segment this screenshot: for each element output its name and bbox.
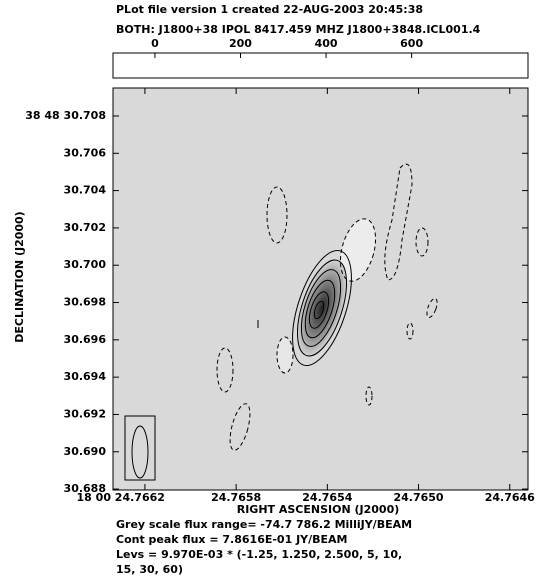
x-tick-label: 24.7646 [485,491,535,504]
y-tick-label: 30.694 [64,370,107,383]
y-tick-label: 30.700 [64,258,107,271]
y-tick-label: 30.688 [64,482,106,495]
y-tick-label: 30.692 [64,407,106,420]
colorbar [112,52,529,79]
footer-note: Grey scale flux range= -74.7 786.2 Milli… [116,518,412,531]
y-tick-label: 30.702 [64,221,106,234]
y-tick-label: 30.698 [64,296,106,309]
x-tick-label: 24.7654 [302,491,352,504]
y-tick-label: 30.696 [64,333,107,346]
x-tick-label: 24.7650 [393,491,443,504]
subtitle: BOTH: J1800+38 IPOL 8417.459 MHZ J1800+3… [116,23,481,36]
y-tick-label: 38 48 30.708 [25,109,106,122]
footer-note: 15, 30, 60) [116,563,183,576]
y-tick-label: 30.690 [64,445,107,458]
footer-note: Levs = 9.970E-03 * (-1.25, 1.250, 2.500,… [116,548,402,561]
colorbar-tick-label: 600 [400,37,423,50]
y-tick-label: 30.706 [64,146,107,159]
colorbar-tick-label: 400 [315,37,338,50]
x-tick-label: 18 00 24.7662 [77,491,165,504]
colorbar-tick-label: 0 [151,37,159,50]
x-tick-label: 24.7658 [211,491,261,504]
y-axis-label: DECLINATION (J2000) [13,211,26,342]
x-axis-label: RIGHT ASCENSION (J2000) [237,503,400,516]
footer-note: Cont peak flux = 7.8616E-01 JY/BEAM [116,533,348,546]
contours [124,163,438,481]
title: PLot file version 1 created 22-AUG-2003 … [116,3,423,16]
colorbar-tick-label: 200 [229,37,252,50]
y-tick-label: 30.704 [64,184,107,197]
plot-frame [112,87,529,491]
